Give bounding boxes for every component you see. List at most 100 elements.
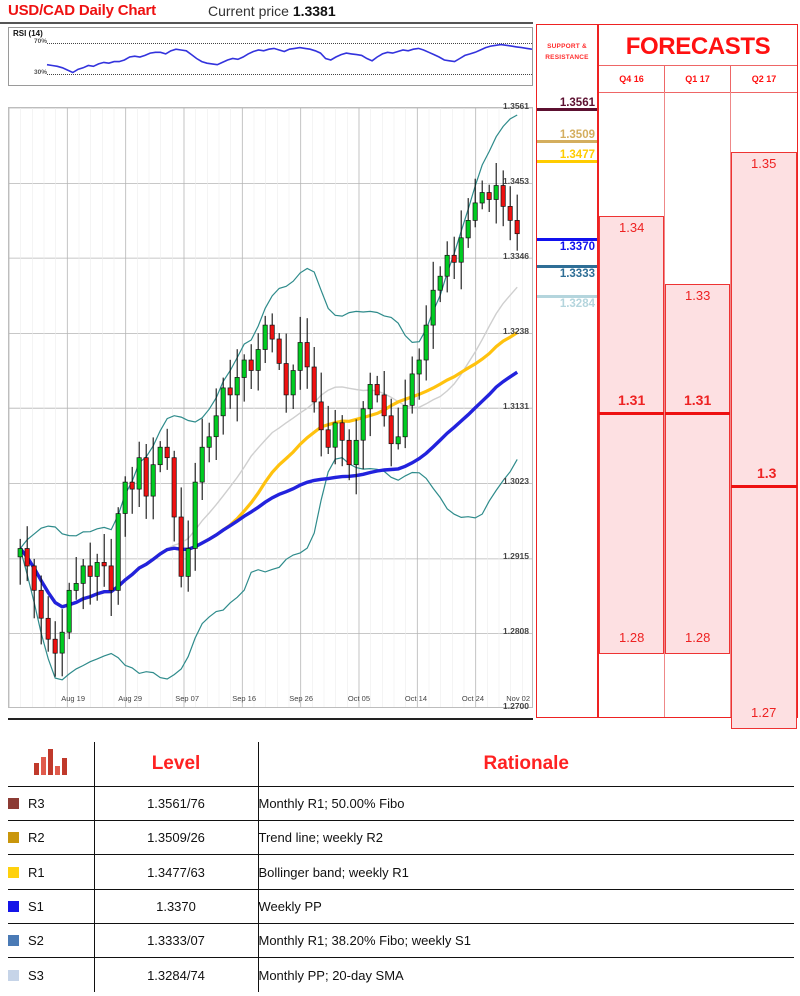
level-key-cell: R3 <box>8 786 95 822</box>
level-key-label: R1 <box>28 864 45 880</box>
y-axis-label: 1.3561 <box>503 101 529 111</box>
forecasts-header-divider <box>599 65 797 66</box>
table-row[interactable]: S3 1.3284/74 Monthly PP; 20-day SMA <box>8 957 794 992</box>
level-color-swatch <box>8 797 19 809</box>
x-axis-label: Sep 26 <box>289 694 313 703</box>
y-axis-label: 1.3238 <box>503 326 529 336</box>
level-color-swatch <box>8 866 19 878</box>
level-rationale-cell: Monthly PP; 20-day SMA <box>258 967 404 983</box>
rsi-panel: RSI (14) 70% 30% <box>8 27 533 86</box>
x-axis-label: Aug 29 <box>118 694 142 703</box>
y-axis-label: 1.2915 <box>503 551 529 561</box>
level-rationale-cell: Monthly R1; 38.20% Fibo; weekly S1 <box>258 923 794 959</box>
current-price-label: Current price <box>208 3 289 19</box>
bar-chart-icon-svg <box>33 749 67 776</box>
level-key-cell: S1 <box>8 889 95 924</box>
header-divider <box>0 22 533 24</box>
table-row[interactable]: R3 1.3561/76 Monthly R1; 50.00% Fibo <box>8 786 794 822</box>
y-axis-label: 1.2700 <box>503 701 529 711</box>
rsi-tick-70: 70% <box>34 38 48 45</box>
page-title: USD/CAD Daily Chart <box>8 2 156 19</box>
level-key-label: S3 <box>28 967 44 983</box>
price-chart: 1.3561 1.3453 1.3346 1.3238 1.3131 1.302… <box>0 90 533 720</box>
support-resistance-panel: SUPPORT & RESISTANCE 1.3561 1.3509 1.347… <box>536 24 598 718</box>
level-key-cell: S2 <box>8 923 95 959</box>
table-row[interactable]: S1 1.3370 Weekly PP <box>8 889 794 924</box>
level-key-label: R3 <box>28 795 45 811</box>
level-value-cell: 1.3284/74 <box>94 957 259 992</box>
y-axis-label: 1.3453 <box>503 176 529 186</box>
sr-level-value: 1.3284 <box>559 298 595 310</box>
y-axis-label: 1.2808 <box>503 626 529 636</box>
sr-level-r1: 1.3477 <box>537 149 597 163</box>
sr-level-s2: 1.3333 <box>537 265 597 282</box>
column-header-level: Level <box>94 742 259 787</box>
forecast-low-label: 1.28 <box>619 630 645 645</box>
level-value-cell: 1.3509/26 <box>94 820 259 856</box>
forecast-mid-label: 1.31 <box>618 392 646 408</box>
bar-chart-icon <box>8 742 95 787</box>
current-price-value: 1.3381 <box>292 3 336 19</box>
bar-chart-icon-glyph <box>31 746 71 781</box>
forecasts-title: FORECASTS <box>625 33 771 60</box>
forecast-range-band <box>665 284 730 654</box>
forecast-low-label: 1.27 <box>751 705 777 720</box>
forecast-column-q2-17: 1.35 1.3 1.27 <box>731 92 797 729</box>
forecasts-subheader-divider <box>599 92 797 93</box>
forecast-range-band <box>599 216 664 654</box>
price-plot-area <box>8 107 533 708</box>
rsi-label: RSI (14) <box>13 29 43 38</box>
sr-level-marker <box>537 140 597 143</box>
forecasts-panel: FORECASTS Q4 16 Q1 17 Q2 17 1.34 1.31 1.… <box>598 24 798 729</box>
sr-level-s1: 1.3370 <box>537 238 597 255</box>
sr-level-r3: 1.3561 <box>537 97 597 111</box>
sr-level-value: 1.3509 <box>559 129 595 141</box>
forecast-low-label: 1.28 <box>685 630 711 645</box>
x-axis-label: Oct 05 <box>347 694 370 703</box>
level-value-cell: 1.3333/07 <box>94 923 259 959</box>
forecast-range-band <box>731 152 797 729</box>
sr-heading-line2: RESISTANCE <box>545 54 589 61</box>
sr-level-marker <box>537 108 597 111</box>
forecast-mid-label: 1.3 <box>757 465 777 481</box>
sr-level-value: 1.3370 <box>559 241 595 253</box>
levels-table: Level Rationale R3 1.3561/76 Monthly R1;… <box>8 742 794 992</box>
forecast-midpoint-line <box>731 485 797 488</box>
table-row[interactable]: S2 1.3333/07 Monthly R1; 38.20% Fibo; we… <box>8 923 794 959</box>
x-axis-label: Sep 16 <box>232 694 256 703</box>
level-value-cell: 1.3477/63 <box>94 854 259 890</box>
level-key-cell: R1 <box>8 854 95 890</box>
forecast-column-header-q1-17: Q1 17 <box>665 65 731 92</box>
forecast-mid-label: 1.31 <box>684 392 712 408</box>
table-row[interactable]: R2 1.3509/26 Trend line; weekly R2 <box>8 820 794 856</box>
sr-level-value: 1.3561 <box>559 97 595 109</box>
candlestick-series <box>17 163 520 677</box>
sr-level-marker <box>537 295 597 298</box>
level-rationale-cell: Bollinger band; weekly R1 <box>258 854 794 890</box>
level-rationale-cell: Weekly PP <box>258 889 794 924</box>
level-rationale-cell: Trend line; weekly R2 <box>258 820 794 856</box>
chart-gridlines <box>9 108 532 707</box>
forecast-high-label: 1.34 <box>619 220 645 235</box>
level-key-label: S2 <box>28 933 44 949</box>
forecast-column-header-q2-17: Q2 17 <box>751 73 777 84</box>
y-axis-label: 1.3131 <box>503 401 529 411</box>
forecast-column-q4-16: 1.34 1.31 1.28 <box>599 92 665 717</box>
level-key-cell: R2 <box>8 820 95 856</box>
table-header-row: Level Rationale <box>8 742 794 787</box>
forecast-high-label: 1.33 <box>685 288 711 303</box>
column-header-rationale: Rationale <box>258 742 794 787</box>
y-axis-label: 1.3346 <box>503 251 529 261</box>
x-axis-label: Oct 14 <box>404 694 427 703</box>
price-chart-svg <box>9 108 532 707</box>
sr-level-marker <box>537 160 597 163</box>
sr-level-r2: 1.3509 <box>537 129 597 143</box>
level-value-cell: 1.3370 <box>94 889 259 924</box>
x-axis-label: Nov 02 <box>506 694 530 703</box>
forecast-midpoint-line <box>665 412 730 415</box>
x-axis-rule <box>8 718 533 720</box>
sr-level-marker <box>537 265 597 268</box>
table-row[interactable]: R1 1.3477/63 Bollinger band; weekly R1 <box>8 854 794 890</box>
level-key-label: R2 <box>28 830 45 846</box>
